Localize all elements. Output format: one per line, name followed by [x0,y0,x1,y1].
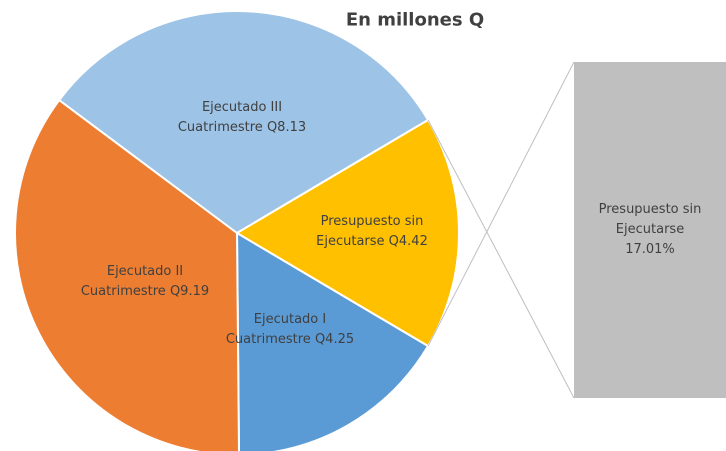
bar-category: Presupuesto sin Ejecutarse [598,202,702,237]
pie-slice [235,231,430,451]
slice-value: Q9.19 [169,284,210,299]
pie-slice [14,98,240,451]
slice-label: Ejecutado II Cuatrimestre Q9.19 [80,262,210,302]
pie-slice [57,10,430,235]
connector [427,61,575,347]
slice-label: Ejecutado I Cuatrimestre Q4.25 [225,310,355,350]
slice-category: Presupuesto sin Ejecutarse [316,214,424,249]
slice-value: Q4.25 [314,332,355,347]
chart-subtitle: En millones Q [345,9,485,31]
slice-label: Presupuesto sin Ejecutarse Q4.42 [307,212,437,252]
slice-category: Ejecutado III Cuatrimestre [177,100,283,135]
bar [574,62,726,398]
connector [427,119,575,399]
bar-label: Presupuesto sin Ejecutarse 17.01% [590,200,710,260]
slice-value: Q4.42 [388,234,428,249]
bar-value: 17.01% [625,242,675,257]
slice-category: Ejecutado II Cuatrimestre [80,264,184,299]
slice-value: Q8.13 [266,120,307,135]
slice-category: Ejecutado I Cuatrimestre [225,312,327,347]
slice-label: Ejecutado III Cuatrimestre Q8.13 [177,98,307,138]
